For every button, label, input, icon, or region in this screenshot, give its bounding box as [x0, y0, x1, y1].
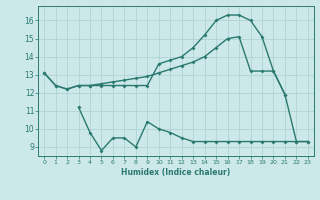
- X-axis label: Humidex (Indice chaleur): Humidex (Indice chaleur): [121, 168, 231, 177]
